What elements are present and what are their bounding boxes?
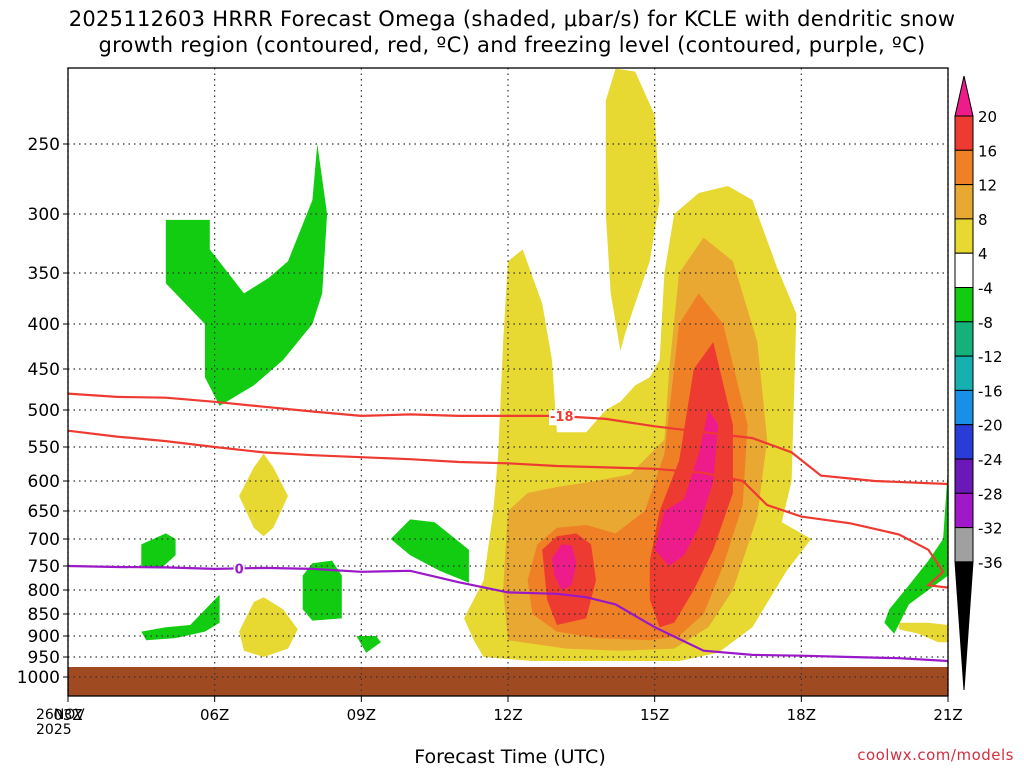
colorbar-label-13: -36 [978,554,1003,572]
freezing-level [67,564,949,663]
dgz-upper-label: -18 [550,410,574,425]
x-tick-18Z: 18Z [787,706,816,724]
upward-motion-4to8-aloft [605,68,660,351]
x-tick-09Z: 09Z [347,706,376,724]
y-tick-700: 700 [28,530,60,550]
colorbar-label-11: -28 [978,485,1003,503]
colorbar-label-8: -16 [978,382,1003,400]
date-line-2: 2025 [36,722,72,738]
dgz-upper [67,392,949,486]
colorbar-seg-3 [954,184,974,220]
downward-motion-1030z [390,519,469,583]
downward-motion-2000z [884,467,948,634]
colorbar-layer: 20 16 12 8 4 -4 -8 -12 -16 -20 -24 -28 -32 -36 [954,75,1003,691]
x-axis-title: Forecast Time (UTC) [0,746,1024,768]
y-tick-900: 900 [28,627,60,647]
chart-title-line-2: growth region (contoured, red, ºC) and f… [98,33,926,57]
colorbar-label-6: -8 [978,314,993,332]
y-tick-800: 800 [28,581,60,601]
colorbar-seg-1 [954,115,974,151]
terrain-layer [68,667,948,696]
colorbar-seg-4 [954,218,974,254]
upward-motion-4to8-0730z [239,453,288,537]
x-axis-title-text: Forecast Time (UTC) [414,746,606,768]
downward-motion-0900z [356,636,381,653]
dgz-lower [67,429,949,589]
upward-motion-gt20-a [552,544,577,590]
colorbar-seg-5 [954,252,974,288]
colorbar-label-1: 16 [978,142,997,160]
downward-motion-0500z [141,533,176,569]
upward-motion-gt20-b [654,410,719,566]
colorbar-label-5: -4 [978,280,993,298]
y-tick-450: 450 [28,360,60,380]
contours-layer: -18 0 [67,392,949,663]
x-tick-12Z: 12Z [493,706,522,724]
colorbar-seg-9 [954,389,974,426]
freezing-level-label: 0 [235,562,244,577]
upward-motion-4to8-21z [899,622,948,643]
y-tick-300: 300 [28,205,60,225]
x-tick-06Z: 06Z [200,706,229,724]
terrain-fill [68,667,948,696]
colorbar-label-9: -20 [978,417,1003,435]
date-line-1: 26NOV [36,707,85,723]
dgz-upper-label-bg [549,410,575,426]
y-tick-850: 850 [28,605,60,625]
axes-layer: 2503003504004505005506006507007508008509… [17,67,963,724]
colorbar-label-2: 12 [978,177,997,195]
freezing-level-label-bg [233,562,245,578]
colorbar-label-3: 8 [978,211,988,229]
colorbar-arrow-bottom [954,561,974,691]
date-block: 26NOV 2025 [36,708,85,738]
y-tick-950: 950 [28,648,60,668]
upward-motion-4to8-0700z-low [239,597,298,657]
colorbar-seg-7 [954,321,974,357]
y-tick-650: 650 [28,502,60,522]
chart-title: 2025112603 HRRR Forecast Omega (shaded, … [0,6,1024,58]
x-tick-15Z: 15Z [640,706,669,724]
y-tick-1000: 1000 [17,668,60,688]
colorbar-seg-6 [954,287,974,323]
x-tick-03Z: 03Z [53,706,82,724]
chart-title-line-1: 2025112603 HRRR Forecast Omega (shaded, … [68,7,956,31]
colorbar-seg-13 [954,527,974,563]
colorbar-label-10: -24 [978,451,1003,469]
colorbar-arrow-top [954,75,974,117]
colorbar-seg-11 [954,458,974,494]
y-tick-750: 750 [28,557,60,577]
y-tick-500: 500 [28,401,60,421]
y-tick-250: 250 [28,135,60,155]
x-tick-21Z: 21Z [933,706,962,724]
downward-motion-0520z-low [141,594,220,641]
colorbar-seg-8 [954,355,974,391]
colorbar-seg-10 [954,424,974,460]
colorbar-label-7: -12 [978,348,1003,366]
y-tick-600: 600 [28,472,60,492]
site-credit: coolwx.com/models [857,746,1014,764]
gridlines-layer [67,68,949,696]
colorbar-label-12: -32 [978,520,1003,538]
y-tick-400: 400 [28,315,60,335]
downward-motion-0600z [165,144,328,406]
colorbar-label-4: 4 [978,245,988,263]
y-tick-350: 350 [28,264,60,284]
y-tick-550: 550 [28,438,60,458]
colorbar-seg-2 [954,149,974,186]
colorbar-seg-12 [954,492,974,529]
colorbar-label-0: 20 [978,108,997,126]
